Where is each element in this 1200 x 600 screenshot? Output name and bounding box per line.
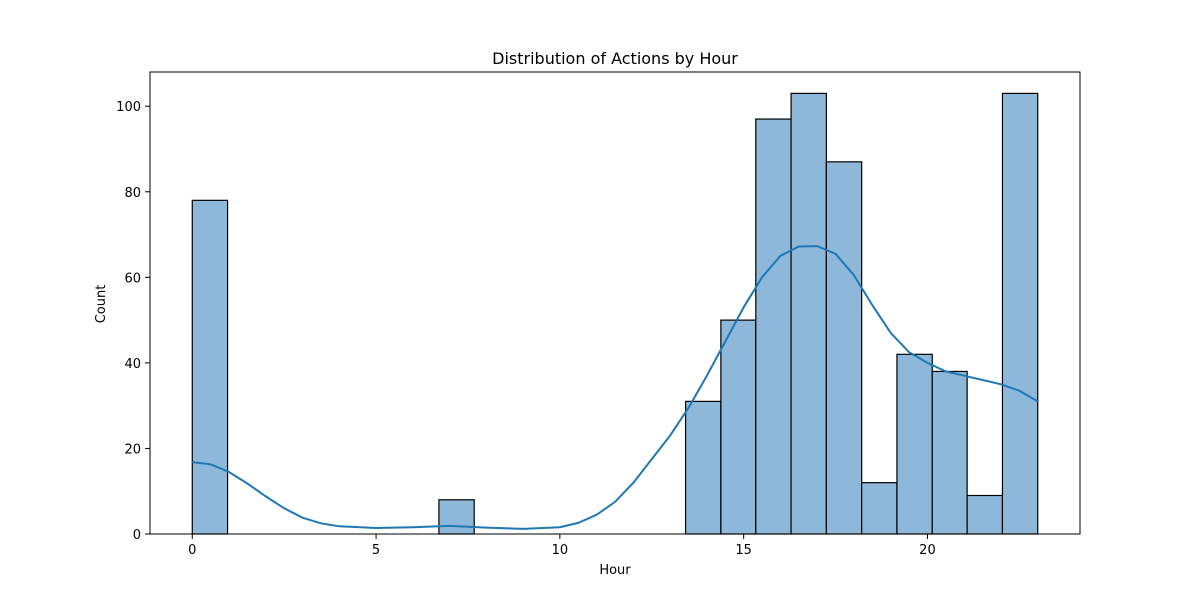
y-tick-label: 80 [124,186,141,201]
histogram-bar [931,370,968,535]
bars-group [191,92,1039,535]
histogram-bar [684,400,722,535]
histogram-bar [720,319,757,535]
histogram-bar [790,92,827,535]
y-tick-label: 100 [116,100,141,115]
histogram-bar [825,161,863,535]
chart-title: Distribution of Actions by Hour [492,49,738,68]
histogram-bar [191,199,229,535]
x-tick-label: 10 [552,543,569,558]
x-tick-label: 5 [372,543,380,558]
y-tick-label: 20 [124,442,141,457]
y-tick-label: 60 [124,271,141,286]
x-tick-label: 20 [919,543,936,558]
x-axis-ticks: 0 5 10 15 20 [188,534,936,558]
y-axis-label: Count [94,285,109,324]
kde-line [192,245,1039,530]
histogram-bar [1001,92,1039,535]
y-axis-ticks: 0 20 40 60 80 100 [116,100,150,543]
x-tick-label: 0 [188,543,196,558]
histogram-bar [755,118,792,535]
histogram-bar [896,353,933,535]
x-axis-label: Hour [599,563,631,578]
x-tick-label: 15 [735,543,752,558]
y-tick-label: 40 [124,357,141,372]
plot-frame [149,71,1081,535]
histogram-bar [966,494,1004,535]
histogram-bar [861,482,898,535]
y-tick-label: 0 [133,528,141,543]
histogram-bar [438,499,475,535]
